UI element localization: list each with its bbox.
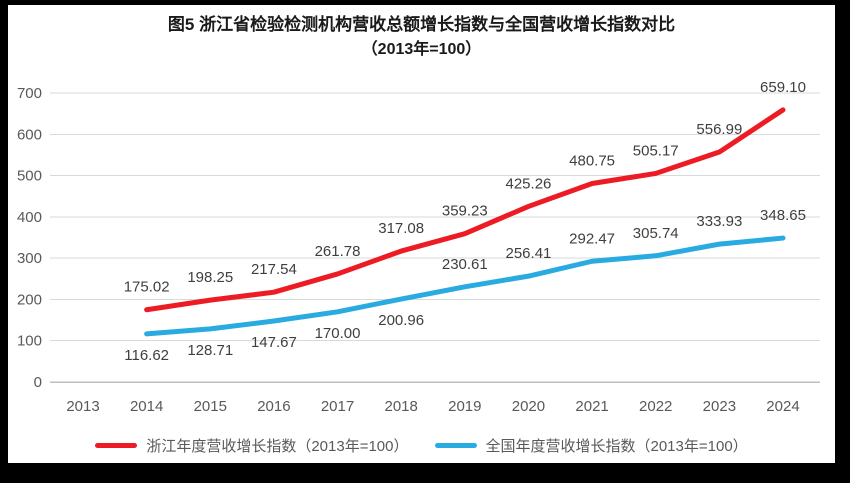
data-label: 333.93 (696, 213, 742, 230)
x-axis-label: 2021 (575, 398, 608, 415)
data-label: 425.26 (506, 175, 552, 192)
x-axis-label: 2019 (448, 398, 481, 415)
y-axis-label: 300 (17, 250, 42, 267)
data-label: 116.62 (124, 347, 169, 364)
legend-swatch-zhejiang-line-icon (95, 443, 138, 448)
legend: 浙江年度营收增长指数（2013年=100） 全国年度营收增长指数（2013年=1… (8, 435, 835, 456)
series-line-national (144, 235, 786, 337)
data-label: 261.78 (315, 243, 361, 260)
chart-title-line2: （2013年=100） (361, 40, 482, 58)
data-label: 128.71 (187, 342, 233, 359)
data-label: 505.17 (633, 142, 679, 159)
legend-label-national: 全国年度营收增长指数（2013年=100） (485, 438, 748, 455)
chart-canvas: 图5 浙江省检验检测机构营收总额增长指数与全国营收增长指数对比 （2013年=1… (8, 5, 835, 463)
x-axis-label: 2018 (384, 398, 417, 415)
y-axis-label: 0 (34, 374, 42, 391)
x-axis-label: 2014 (130, 398, 163, 415)
data-label: 200.96 (378, 312, 424, 329)
data-label: 170.00 (315, 325, 361, 342)
data-label: 217.54 (251, 261, 297, 278)
y-axis-label: 600 (17, 126, 42, 143)
x-axis-label: 2020 (512, 398, 545, 415)
y-axis-label: 400 (17, 209, 42, 226)
data-label: 556.99 (696, 121, 742, 138)
legend-label-zhejiang: 浙江年度营收增长指数（2013年=100） (146, 438, 409, 455)
x-axis-label: 2013 (66, 398, 99, 415)
x-axis-label: 2016 (257, 398, 290, 415)
series-line-zhejiang (144, 107, 786, 313)
y-axis-label: 700 (17, 85, 42, 102)
data-label: 198.25 (187, 269, 233, 286)
data-label: 480.75 (569, 153, 615, 170)
data-label: 256.41 (506, 245, 552, 262)
data-label: 175.02 (124, 279, 170, 296)
chart-title: 图5 浙江省检验检测机构营收总额增长指数与全国营收增长指数对比 （2013年=1… (8, 14, 835, 61)
data-label: 292.47 (569, 230, 615, 247)
data-label: 317.08 (378, 220, 424, 237)
data-label: 348.65 (760, 207, 806, 224)
legend-swatch-national-line-icon (434, 443, 477, 448)
y-axis-label: 200 (17, 291, 42, 308)
chart-title-line1: 图5 浙江省检验检测机构营收总额增长指数与全国营收增长指数对比 (167, 15, 676, 34)
x-axis-label: 2023 (703, 398, 736, 415)
data-label: 230.61 (442, 256, 488, 273)
x-axis-label: 2017 (321, 398, 354, 415)
legend-item-national: 全国年度营收增长指数（2013年=100） (434, 435, 748, 456)
y-axis-label: 500 (17, 168, 42, 185)
x-axis-label: 2024 (766, 398, 799, 415)
data-label: 147.67 (251, 334, 297, 351)
x-axis-label: 2022 (639, 398, 672, 415)
data-label: 359.23 (442, 203, 488, 220)
y-axis-label: 100 (17, 333, 42, 350)
data-label: 659.10 (760, 79, 806, 96)
plot-area: 0 100 200 300 400 500 600 700 2013 2014 2015 2016 20… (17, 79, 820, 415)
legend-item-zhejiang: 浙江年度营收增长指数（2013年=100） (95, 435, 409, 456)
data-label: 305.74 (633, 225, 679, 242)
x-axis-label: 2015 (194, 398, 227, 415)
